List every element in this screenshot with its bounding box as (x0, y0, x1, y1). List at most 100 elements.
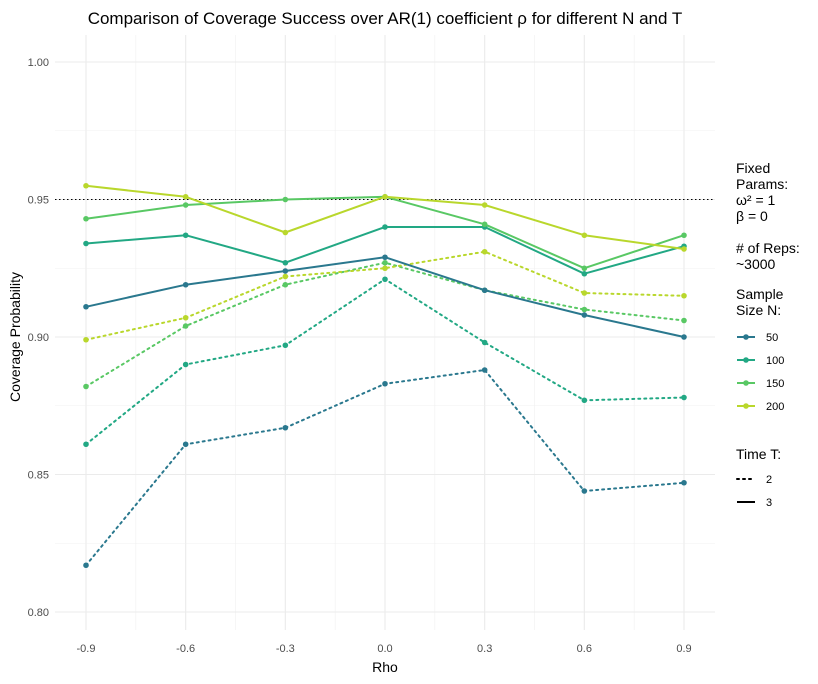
series-n100-t2 (83, 276, 687, 448)
series-n200-t3 (83, 182, 687, 252)
data-point-n50-t3 (481, 287, 488, 294)
legend-size-label: 150 (766, 378, 784, 390)
x-tick-label: -0.3 (276, 643, 295, 655)
data-point-n150-t2 (382, 259, 388, 266)
series-n100-t3 (83, 224, 687, 277)
data-point-n100-t2 (282, 342, 289, 349)
data-point-n100-t3 (581, 270, 588, 277)
data-point-n200-t2 (83, 336, 89, 343)
chart-title: Comparison of Coverage Success over AR(1… (88, 9, 683, 28)
data-point-n100-t3 (83, 240, 89, 247)
data-point-n50-t2 (481, 367, 488, 373)
data-point-n200-t3 (382, 193, 388, 200)
data-point-n200-t3 (182, 193, 189, 200)
data-point-n150-t3 (581, 265, 588, 272)
x-tick-label: 0.0 (377, 643, 392, 655)
data-point-n200-t2 (581, 290, 588, 296)
data-point-n100-t2 (382, 276, 388, 283)
data-point-n50-t3 (182, 281, 189, 288)
legend-note-line: β = 0 (736, 208, 768, 224)
series-n50-t3 (83, 254, 687, 340)
y-tick-label: 0.90 (28, 332, 49, 344)
grid (55, 35, 715, 630)
data-point-n100-t2 (681, 394, 687, 401)
legend-time-label: 3 (766, 497, 772, 509)
data-point-n50-t3 (681, 334, 687, 340)
legend-note-line: ~3000 (736, 256, 776, 272)
legend-size-label: 200 (766, 401, 784, 413)
data-point-n200-t3 (581, 232, 588, 239)
x-tick-label: 0.3 (477, 643, 492, 655)
data-point-n50-t3 (282, 268, 289, 274)
x-tick-label: -0.6 (176, 643, 195, 655)
data-point-n100-t2 (481, 339, 488, 346)
data-point-n50-t2 (581, 488, 588, 494)
series-n200-t2 (83, 248, 687, 343)
data-point-n150-t3 (481, 221, 488, 228)
legend-note-line: # of Reps: (736, 240, 800, 256)
legend-note-line: Params: (736, 176, 788, 192)
data-point-n100-t3 (382, 224, 388, 230)
y-tick-label: 0.95 (28, 195, 49, 207)
legend-size-label: 100 (766, 355, 784, 367)
data-point-n200-t3 (83, 182, 89, 189)
data-point-n150-t3 (83, 215, 89, 222)
data-point-n200-t3 (681, 246, 687, 252)
data-point-n50-t3 (581, 312, 588, 318)
y-tick-labels: 0.80 0.85 0.90 0.95 1.00 (28, 57, 49, 619)
data-point-n50-t3 (382, 254, 388, 261)
legend-time-title: Time T: (736, 446, 781, 462)
data-point-n100-t2 (581, 397, 588, 404)
legend-size-key-point (743, 403, 749, 409)
data-point-n200-t3 (282, 229, 289, 236)
data-point-n150-t2 (282, 281, 289, 288)
y-tick-label: 0.85 (28, 470, 49, 482)
legend-size-key-point (743, 380, 749, 386)
legend-time-label: 2 (766, 474, 772, 486)
data-point-n50-t2 (681, 479, 687, 486)
legend-note-line: Fixed (736, 160, 770, 176)
data-point-n200-t2 (481, 248, 488, 255)
data-point-n100-t2 (83, 441, 89, 448)
data-point-n150-t2 (681, 317, 687, 324)
data-point-n50-t2 (282, 424, 289, 431)
data-point-n150-t2 (182, 323, 189, 329)
x-tick-label: -0.9 (77, 643, 96, 655)
x-tick-label: 0.6 (577, 643, 592, 655)
x-axis-title: Rho (372, 659, 398, 675)
legend-size-title: Sample (736, 286, 784, 302)
legend-size-key-point (743, 357, 749, 363)
legend-time: Time T: 2 3 (736, 446, 781, 509)
data-point-n200-t2 (282, 273, 289, 280)
legend-size-key-point (743, 334, 749, 340)
y-axis-title: Coverage Probability (7, 272, 23, 402)
legend-note-line: ω² = 1 (736, 192, 776, 208)
data-point-n150-t3 (182, 202, 189, 208)
data-point-n50-t2 (83, 562, 89, 569)
data-point-n150-t2 (581, 306, 588, 313)
data-point-n100-t3 (282, 259, 289, 266)
x-tick-label: 0.9 (676, 643, 691, 655)
data-point-n50-t3 (83, 303, 89, 310)
data-point-n50-t2 (182, 441, 189, 448)
legend-size-label: 50 (766, 332, 778, 344)
data-point-n150-t3 (681, 232, 687, 239)
series-group (83, 182, 687, 569)
data-point-n50-t2 (382, 380, 388, 387)
y-tick-label: 1.00 (28, 57, 49, 69)
data-point-n200-t3 (481, 202, 488, 208)
data-point-n200-t2 (182, 314, 189, 321)
data-point-n200-t2 (382, 265, 388, 272)
legend-size-title: Size N: (736, 302, 781, 318)
series-n50-t2 (83, 367, 687, 569)
data-point-n150-t3 (282, 196, 289, 203)
data-point-n100-t3 (182, 232, 189, 239)
data-point-n150-t2 (83, 383, 89, 390)
data-point-n200-t2 (681, 292, 687, 299)
x-tick-labels: -0.9 -0.6 -0.3 0.0 0.3 0.6 0.9 (77, 643, 692, 655)
y-tick-label: 0.80 (28, 607, 49, 619)
